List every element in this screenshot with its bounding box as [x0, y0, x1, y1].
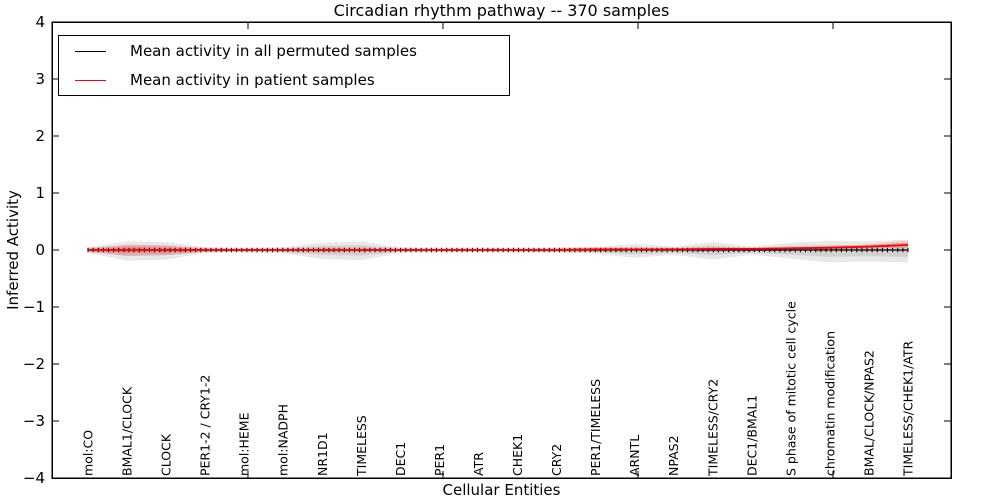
y-tick-label: −1 — [22, 298, 45, 316]
patient-mean-line — [88, 244, 909, 251]
legend-label-permuted: Mean activity in all permuted samples — [130, 42, 417, 60]
chart-title: Circadian rhythm pathway -- 370 samples — [333, 1, 670, 20]
x-tick-label: S phase of mitotic cell cycle — [783, 301, 798, 476]
x-tick-label: ATR — [471, 452, 486, 476]
legend: Mean activity in all permuted samples Me… — [58, 35, 510, 96]
x-tick-label: CHEK1 — [510, 434, 525, 476]
x-tick-label: mol:HEME — [237, 412, 252, 476]
red-line-sample-icon — [75, 79, 106, 81]
y-tick-label: 3 — [35, 70, 45, 88]
x-tick-label: TIMELESS/CHEK1/ATR — [901, 340, 916, 477]
x-tick-label: mol:NADPH — [276, 404, 291, 476]
x-tick-label: TIMELESS/CRY2 — [705, 379, 720, 477]
x-tick-label: PER1-2 / CRY1-2 — [198, 375, 213, 476]
black-line-sample-icon — [75, 50, 106, 52]
y-tick-label: −4 — [22, 469, 45, 487]
legend-item-permuted: Mean activity in all permuted samples — [59, 37, 509, 65]
x-tick-label: NPAS2 — [666, 435, 681, 476]
axis-ticks — [52, 21, 951, 479]
x-tick-label: chromatin modification — [822, 331, 837, 476]
x-tick-label: BMAL1/CLOCK — [120, 386, 135, 476]
y-tick-label: −2 — [22, 355, 45, 373]
x-tick-label: NR1D1 — [315, 432, 330, 476]
legend-item-patient: Mean activity in patient samples — [59, 66, 509, 94]
y-tick-label: 1 — [35, 184, 45, 202]
x-tick-label: CLOCK — [159, 433, 174, 476]
x-tick-label: TIMELESS — [354, 415, 369, 477]
y-tick-label: 4 — [35, 13, 45, 31]
x-tick-label: PER1 — [432, 444, 447, 476]
x-tick-label: PER1/TIMELESS — [588, 379, 603, 476]
x-tick-label: BMAL/CLOCK/NPAS2 — [862, 350, 877, 476]
x-tick-label: DEC1 — [393, 442, 408, 476]
x-tick-label: CRY2 — [549, 444, 564, 476]
y-tick-label: −3 — [22, 412, 45, 430]
x-tick-label: mol:CO — [81, 430, 96, 476]
x-axis-title: Cellular Entities — [442, 481, 561, 499]
x-tick-label: DEC1/BMAL1 — [744, 395, 759, 476]
legend-label-patient: Mean activity in patient samples — [130, 71, 375, 89]
y-tick-label: 2 — [35, 127, 45, 145]
x-tick-label: ARNTL — [627, 435, 642, 476]
y-tick-label: 0 — [35, 241, 45, 259]
